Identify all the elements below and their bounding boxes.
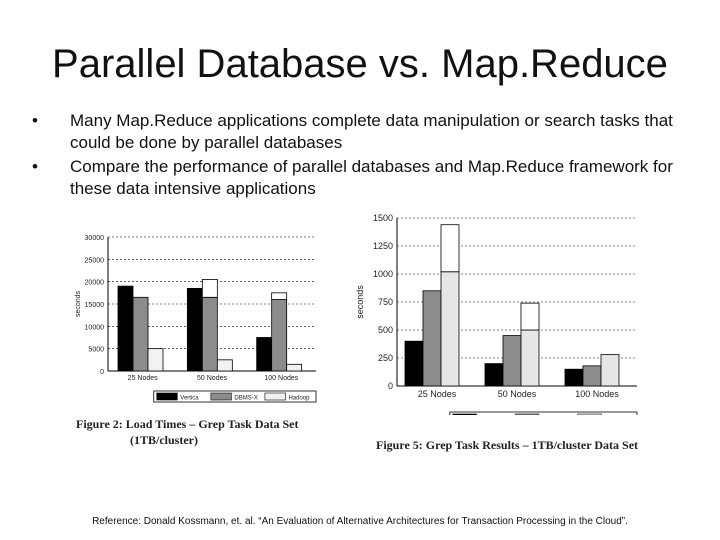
bar xyxy=(564,368,584,387)
bar xyxy=(201,296,218,372)
bar xyxy=(117,285,134,372)
figure2-caption-line1: Figure 2: Load Times – Grep Task Data Se… xyxy=(76,417,299,431)
figure2-caption-line2: (1TB/cluster) xyxy=(130,433,198,447)
y-tick-label: 250 xyxy=(378,353,393,363)
y-tick-label: 15000 xyxy=(85,302,105,309)
bullet-dot-icon: • xyxy=(32,111,38,130)
legend-swatch xyxy=(452,413,477,415)
bar xyxy=(484,363,504,387)
load-times-chart: 0 5000 10000 15000 20000 25000 30000 seconds 25 … xyxy=(68,226,328,406)
bar xyxy=(186,287,203,372)
bar xyxy=(600,354,620,387)
y-tick-label: 750 xyxy=(378,297,393,307)
load-times-chart-svg: 0 5000 10000 15000 20000 25000 30000 seconds 25 … xyxy=(75,235,317,403)
grep-results-chart-svg: 0 250 500 750 1000 1250 1500 seconds 25 Nodes 50 … xyxy=(355,213,638,415)
bar xyxy=(132,296,149,372)
y-tick-label: 10000 xyxy=(85,324,105,331)
bar-overflow-segment xyxy=(520,302,540,331)
x-tick-label: 100 Nodes xyxy=(575,389,619,399)
bar xyxy=(440,271,460,387)
y-tick-label: 25000 xyxy=(85,257,105,264)
y-axis-label: seconds xyxy=(75,290,82,317)
x-tick-label: 100 Nodes xyxy=(264,375,298,382)
legend-swatch xyxy=(210,392,232,401)
y-tick-label: 30000 xyxy=(85,235,105,242)
legend-swatch xyxy=(156,392,178,401)
legend-label: Hadoop xyxy=(288,396,310,402)
bar xyxy=(216,359,233,372)
y-tick-label: 1500 xyxy=(373,213,393,223)
bullet-text: Compare the performance of parallel data… xyxy=(70,157,673,198)
figure5-caption: Figure 5: Grep Task Results – 1TB/cluste… xyxy=(376,437,676,453)
legend-box xyxy=(153,390,317,403)
legend-swatch xyxy=(264,392,286,401)
x-tick-label: 50 Nodes xyxy=(498,389,537,399)
y-axis-label: seconds xyxy=(355,285,365,319)
bullet-dot-icon: • xyxy=(32,157,38,176)
slide-title: Parallel Database vs. Map.Reduce xyxy=(52,42,668,86)
x-tick-label: 50 Nodes xyxy=(197,375,227,382)
bullet-item: • Many Map.Reduce applications complete … xyxy=(30,110,680,154)
reference-citation: Reference: Donald Kossmann, et. al. “An … xyxy=(92,516,628,527)
bar-overflow-segment xyxy=(271,292,288,300)
y-tick-label: 0 xyxy=(388,381,393,391)
bar xyxy=(422,290,442,387)
bar xyxy=(286,363,303,372)
bar-overflow-segment xyxy=(440,224,460,273)
legend-swatch xyxy=(577,413,602,415)
y-tick-label: 1250 xyxy=(373,241,393,251)
y-tick-label: 500 xyxy=(378,325,393,335)
bar xyxy=(271,299,288,372)
bar xyxy=(147,348,164,372)
bar xyxy=(520,329,540,387)
legend-box xyxy=(449,411,638,415)
grep-results-chart: 0 250 500 750 1000 1250 1500 seconds 25 Nodes 50 … xyxy=(352,210,652,415)
bullet-text: Many Map.Reduce applications complete da… xyxy=(70,111,673,152)
bar xyxy=(256,337,273,372)
figure2-caption: Figure 2: Load Times – Grep Task Data Se… xyxy=(76,416,336,448)
bar-overflow-segment xyxy=(201,279,218,298)
y-tick-label: 1000 xyxy=(373,269,393,279)
figure5-caption-line1: Figure 5: Grep Task Results – 1TB/cluste… xyxy=(376,438,639,452)
y-tick-label: 0 xyxy=(100,369,104,376)
legend-swatch xyxy=(514,413,540,415)
bar xyxy=(404,340,424,387)
bullet-list: • Many Map.Reduce applications complete … xyxy=(30,110,680,202)
x-tick-label: 25 Nodes xyxy=(128,375,158,382)
bar xyxy=(502,335,522,387)
x-tick-label: 25 Nodes xyxy=(418,389,457,399)
y-tick-label: 20000 xyxy=(85,280,105,287)
legend-label: Vertica xyxy=(180,396,199,402)
legend-label: DBMS-X xyxy=(234,396,257,402)
y-tick-label: 5000 xyxy=(88,347,104,354)
bar xyxy=(582,365,602,387)
bullet-item: • Compare the performance of parallel da… xyxy=(30,156,680,200)
